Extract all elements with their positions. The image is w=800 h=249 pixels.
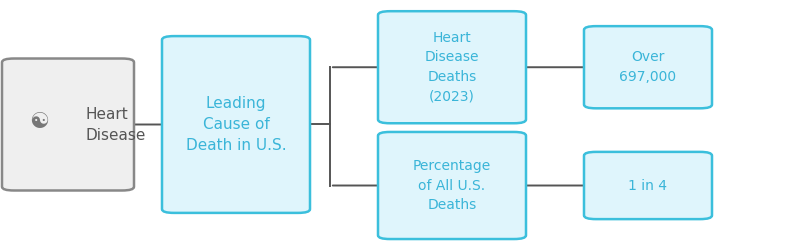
FancyBboxPatch shape (584, 152, 712, 219)
Text: Percentage
of All U.S.
Deaths: Percentage of All U.S. Deaths (413, 159, 491, 212)
Text: Leading
Cause of
Death in U.S.: Leading Cause of Death in U.S. (186, 96, 286, 153)
Text: Over
697,000: Over 697,000 (619, 51, 677, 84)
FancyBboxPatch shape (378, 132, 526, 239)
FancyBboxPatch shape (584, 26, 712, 108)
Text: Heart
Disease: Heart Disease (86, 107, 146, 142)
Text: 1 in 4: 1 in 4 (629, 179, 667, 192)
FancyBboxPatch shape (378, 11, 526, 123)
FancyBboxPatch shape (162, 36, 310, 213)
Text: ☯: ☯ (30, 112, 50, 132)
Text: Heart
Disease
Deaths
(2023): Heart Disease Deaths (2023) (425, 31, 479, 104)
FancyBboxPatch shape (2, 59, 134, 190)
